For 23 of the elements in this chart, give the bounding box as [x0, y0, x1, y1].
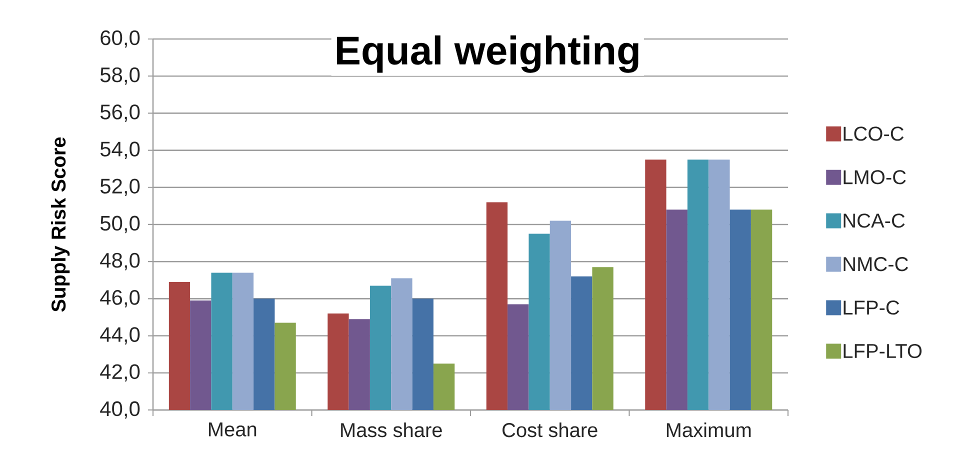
y-tick-label: 42,0 — [100, 364, 140, 382]
x-tick-label: Mean — [209, 422, 256, 436]
y-axis-title: Supply Risk Score — [50, 137, 70, 312]
y-tick-label: 40,0 — [100, 401, 140, 419]
x-tick-label: Mass share — [341, 422, 442, 438]
y-tick-label: 44,0 — [100, 327, 140, 344]
y-tick-label: 46,0 — [100, 290, 140, 308]
x-tick-label: Cost share — [502, 422, 598, 438]
legend-label: LFP-LTO — [844, 344, 922, 358]
y-tick-label: 52,0 — [100, 178, 140, 196]
y-tick-label: 48,0 — [100, 252, 140, 270]
legend-label: LMO-C — [844, 170, 906, 184]
legend-label: NCA-C — [844, 214, 905, 228]
y-tick-label: 58,0 — [100, 67, 140, 85]
legend-label: LCO-C — [844, 126, 904, 141]
y-tick-label: 56,0 — [100, 104, 140, 122]
y-tick-label: 54,0 — [100, 142, 140, 159]
x-tick-label: Maximum — [666, 422, 751, 438]
legend-label: LFP-C — [844, 300, 900, 315]
legend-label: NMC-C — [844, 257, 908, 272]
chart-title: Equal weighting — [337, 35, 638, 73]
y-tick-label: 60,0 — [100, 30, 140, 48]
y-tick-label: 50,0 — [100, 216, 140, 234]
